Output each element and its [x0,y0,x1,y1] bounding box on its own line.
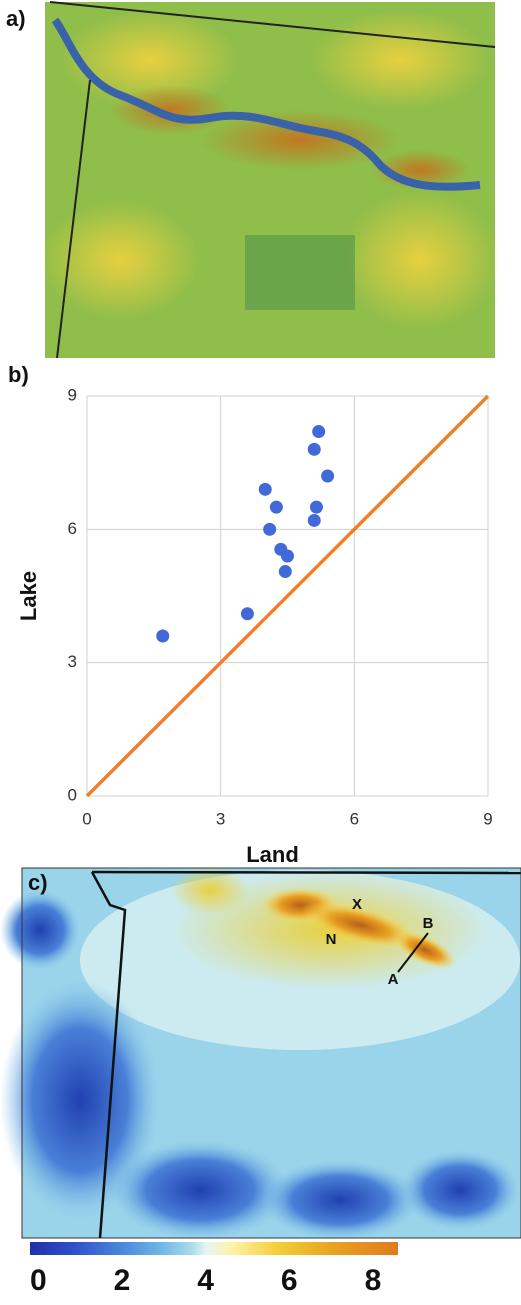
panel-label: c) [28,870,48,895]
figure: a) b) c) X N B A 0 2 4 6 8 0 3 6 9 0 3 6 9 Land Lake [0,0,521,1305]
scatter-point [279,565,292,578]
scatter-point [310,501,323,514]
contour-map [0,865,521,1240]
map-label: X [352,896,362,913]
x-axis-label: Land [246,842,299,867]
colorbar-tick-label: 0 [30,1264,47,1297]
y-axis-label: Lake [16,571,41,621]
scatter-point [270,501,283,514]
colorbar [30,1242,398,1255]
scatter-point [312,425,325,438]
x-tick-label: 0 [82,809,91,828]
panel-label: a) [6,6,26,31]
map-label: A [388,971,399,988]
scatter-point [281,550,294,563]
land-cover-map [40,2,500,358]
scatter-point [308,443,321,456]
colorbar-tick-label: 6 [281,1264,298,1297]
colorbar-tick-label: 8 [365,1264,382,1297]
scatter-point [308,514,321,527]
scatter-point [259,483,272,496]
panel-label: b) [8,362,29,387]
scatter-point [263,523,276,536]
y-tick-label: 0 [68,785,77,804]
x-tick-label: 9 [483,809,492,828]
x-tick-label: 6 [350,809,359,828]
y-tick-label: 9 [68,385,77,404]
x-tick-label: 3 [216,809,225,828]
map-label: B [423,915,434,932]
scatter-point [321,470,334,483]
colorbar-tick-label: 4 [197,1264,214,1297]
reference-line [87,396,488,796]
colorbar-tick-label: 2 [114,1264,131,1297]
map-label: N [326,931,337,948]
scatter-point [156,630,169,643]
y-tick-label: 3 [68,652,77,671]
y-tick-label: 6 [68,519,77,538]
scatter-point [241,607,254,620]
